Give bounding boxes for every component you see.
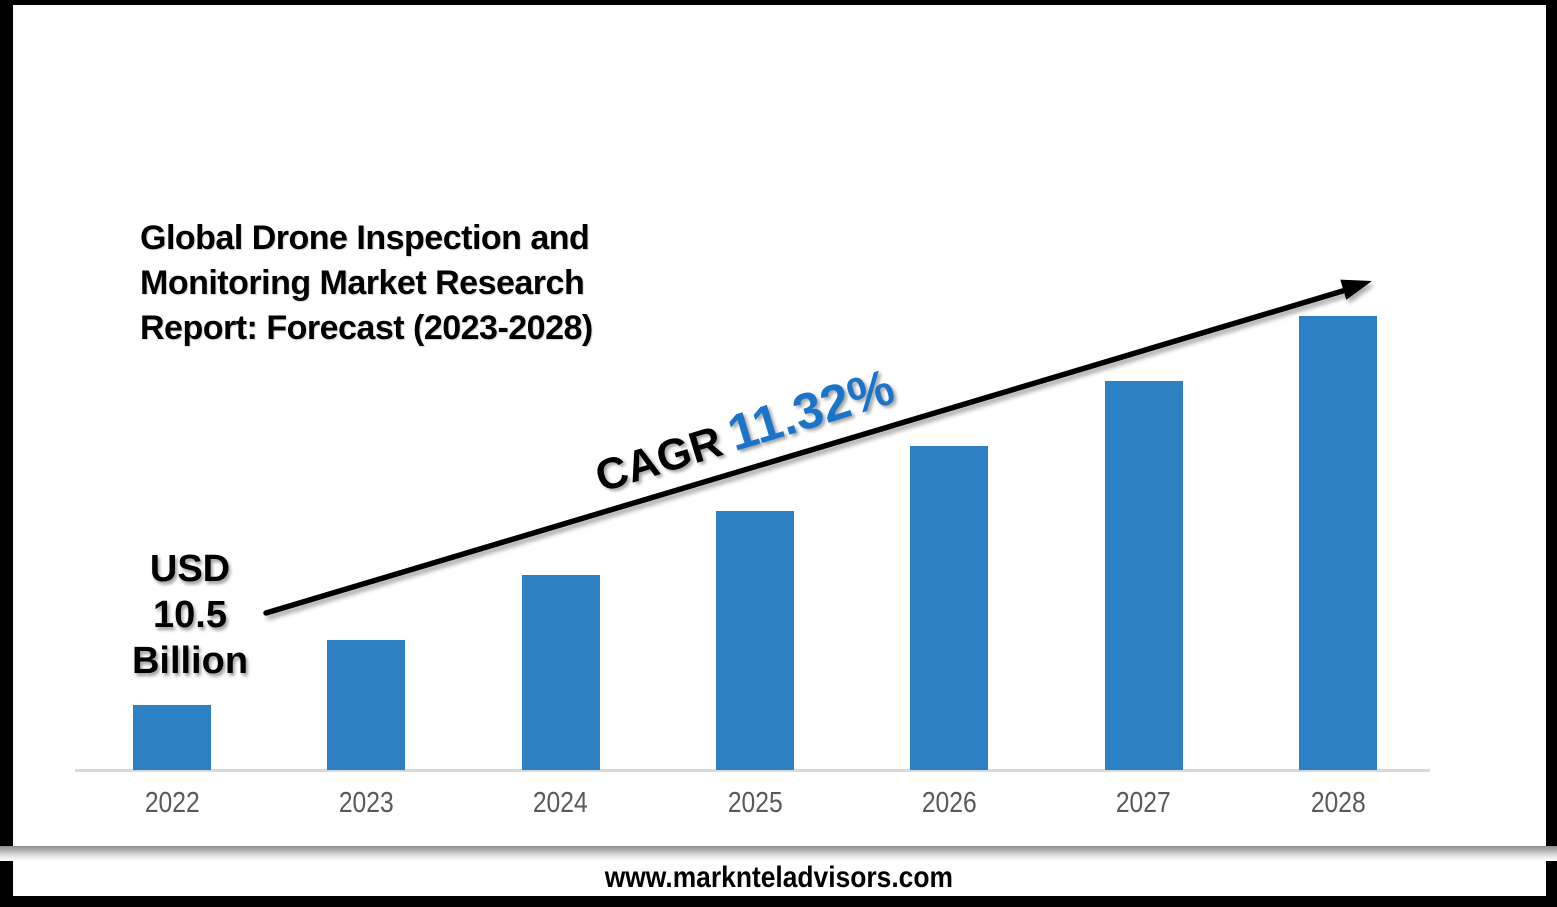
x-tick-label: 2028 — [1310, 787, 1366, 819]
x-tick-label: 2026 — [921, 787, 977, 819]
bar-2026 — [910, 445, 989, 770]
bar-2022 — [133, 705, 211, 770]
x-tick-2027: 2027 — [1089, 787, 1199, 820]
x-tick-2023: 2023 — [311, 787, 421, 820]
x-tick-label: 2023 — [338, 787, 394, 819]
frame-border-bottom — [0, 896, 1557, 907]
frame-border-top — [0, 0, 1557, 5]
frame-border-right — [1546, 0, 1557, 907]
x-tick-label: 2022 — [144, 787, 200, 819]
bar-2028 — [1298, 315, 1377, 770]
footer: www.marknteladvisors.com — [0, 861, 1557, 896]
frame-border-left — [0, 0, 13, 907]
x-tick-label: 2024 — [533, 787, 589, 819]
x-axis-line — [75, 769, 1430, 772]
x-tick-2026: 2026 — [894, 787, 1004, 820]
bar-2023 — [327, 640, 406, 770]
footer-divider — [0, 846, 1557, 861]
x-tick-2028: 2028 — [1283, 787, 1393, 820]
usd-value-annotation: USD 10.5 Billion — [131, 548, 249, 682]
bar-2027 — [1104, 380, 1183, 770]
x-tick-2024: 2024 — [506, 787, 616, 820]
bar-2024 — [521, 575, 600, 770]
x-tick-2025: 2025 — [700, 787, 810, 820]
x-tick-2022: 2022 — [117, 787, 227, 820]
footer-website-url: www.marknteladvisors.com — [604, 861, 953, 894]
bar-2025 — [715, 510, 794, 770]
x-tick-label: 2025 — [727, 787, 783, 819]
x-tick-label: 2027 — [1116, 787, 1172, 819]
